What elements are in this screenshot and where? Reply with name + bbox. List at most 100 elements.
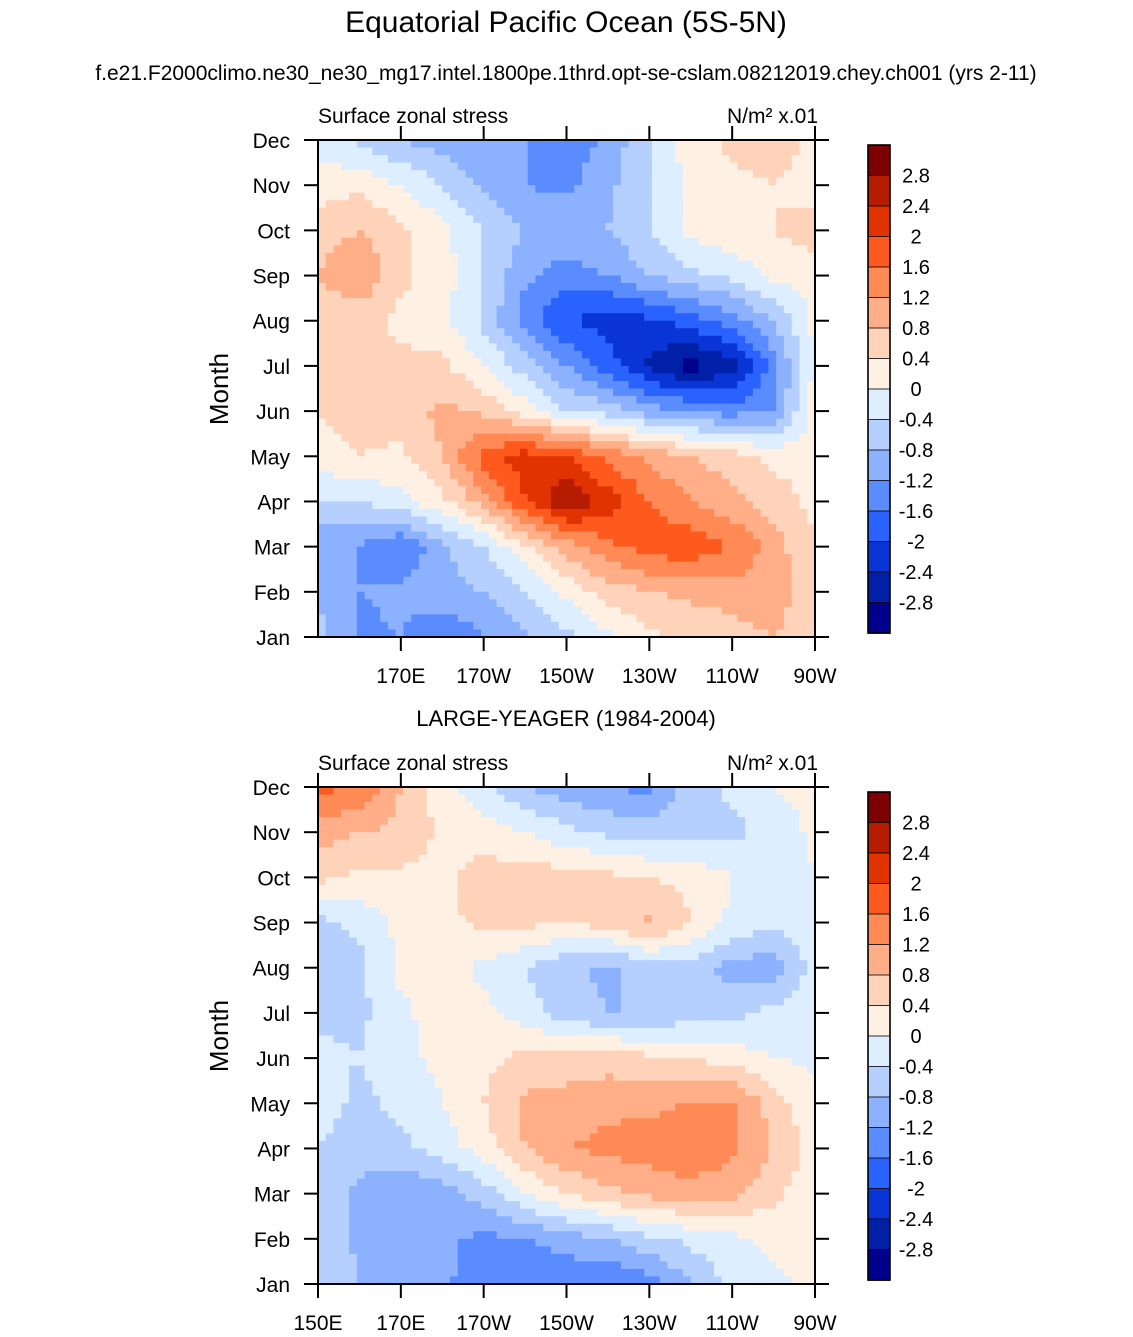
contour-cell xyxy=(349,388,358,397)
contour-cell xyxy=(450,539,459,548)
contour-cell xyxy=(628,554,637,563)
contour-cell xyxy=(791,373,801,382)
contour-cell xyxy=(620,275,630,284)
contour-cell xyxy=(605,576,614,585)
contour-cell xyxy=(411,463,420,472)
contour-cell xyxy=(527,252,537,262)
contour-cell xyxy=(566,335,575,344)
contour-cell xyxy=(589,380,599,390)
contour-cell xyxy=(318,561,327,570)
contour-cell xyxy=(550,162,560,171)
contour-cell xyxy=(550,847,560,856)
contour-cell xyxy=(341,433,350,442)
contour-cell xyxy=(675,222,684,231)
contour-cell xyxy=(364,561,373,570)
contour-cell xyxy=(349,283,358,292)
contour-cell xyxy=(675,245,684,254)
contour-cell xyxy=(395,493,405,503)
contour-cell xyxy=(341,516,350,525)
contour-cell xyxy=(395,252,405,262)
contour-cell xyxy=(380,426,389,435)
contour-cell xyxy=(737,162,746,171)
contour-cell xyxy=(325,441,335,450)
contour-cell xyxy=(667,546,676,555)
contour-cell xyxy=(418,260,428,269)
contour-cell xyxy=(395,606,405,616)
contour-cell xyxy=(582,418,591,427)
contour-cell xyxy=(372,388,381,397)
contour-cell xyxy=(395,629,405,638)
contour-cell xyxy=(333,569,342,578)
contour-cell xyxy=(768,162,777,171)
contour-cell xyxy=(698,463,707,472)
colorbar-swatch xyxy=(867,297,891,329)
contour-cell xyxy=(325,539,335,548)
contour-cell xyxy=(450,147,459,156)
contour-cell xyxy=(659,508,669,518)
contour-cell xyxy=(628,177,637,186)
contour-cell xyxy=(442,396,451,405)
contour-cell xyxy=(566,252,575,262)
contour-cell xyxy=(783,313,793,322)
contour-cell xyxy=(799,463,808,472)
contour-cell xyxy=(628,230,637,239)
contour-cell xyxy=(457,418,467,427)
contour-cell xyxy=(434,245,443,254)
contour-cell xyxy=(682,298,692,307)
contour-cell xyxy=(628,328,637,337)
contour-cell xyxy=(543,162,552,171)
contour-cell xyxy=(535,320,544,329)
contour-cell xyxy=(504,275,513,284)
contour-cell xyxy=(682,396,692,405)
contour-cell xyxy=(504,155,513,164)
contour-cell xyxy=(628,388,637,397)
contour-cell xyxy=(651,539,661,548)
contour-cell xyxy=(426,486,436,495)
contour-cell xyxy=(799,486,808,495)
contour-cell xyxy=(372,817,381,826)
contour-cell xyxy=(706,554,715,563)
contour-cell xyxy=(527,486,537,495)
contour-cell xyxy=(457,539,467,548)
contour-cell xyxy=(636,155,645,164)
contour-cell xyxy=(613,493,622,503)
contour-cell xyxy=(504,290,513,299)
contour-cell xyxy=(698,268,707,277)
contour-cell xyxy=(659,554,669,563)
contour-cell xyxy=(613,380,622,390)
contour-cell xyxy=(745,177,754,186)
contour-cell xyxy=(605,629,614,638)
contour-cell xyxy=(768,426,777,435)
contour-cell xyxy=(737,584,746,593)
contour-cell xyxy=(318,320,327,329)
contour-cell xyxy=(760,448,770,457)
contour-cell xyxy=(473,832,482,841)
contour-cell xyxy=(457,358,467,367)
contour-cell xyxy=(690,320,700,329)
contour-cell xyxy=(356,614,366,623)
contour-cell xyxy=(706,539,715,548)
contour-cell xyxy=(395,365,405,375)
contour-cell xyxy=(768,787,777,796)
contour-cell xyxy=(426,365,436,375)
contour-cell xyxy=(651,388,661,397)
contour-cell xyxy=(380,283,389,292)
contour-cell xyxy=(488,252,498,262)
contour-cell xyxy=(574,298,583,307)
contour-cell xyxy=(512,524,521,533)
contour-cell xyxy=(682,192,692,201)
contour-cell xyxy=(488,832,498,841)
contour-cell xyxy=(566,411,575,420)
contour-cell xyxy=(737,531,746,540)
contour-cell xyxy=(737,380,746,390)
contour-cell xyxy=(481,396,490,405)
contour-cell xyxy=(349,817,358,826)
contour-cell xyxy=(341,531,350,540)
contour-cell xyxy=(690,252,700,262)
contour-cell xyxy=(582,787,591,796)
contour-cell xyxy=(325,629,335,638)
contour-cell xyxy=(791,471,801,480)
contour-cell xyxy=(605,313,614,322)
contour-cell xyxy=(566,350,575,359)
contour-cell xyxy=(566,313,575,322)
